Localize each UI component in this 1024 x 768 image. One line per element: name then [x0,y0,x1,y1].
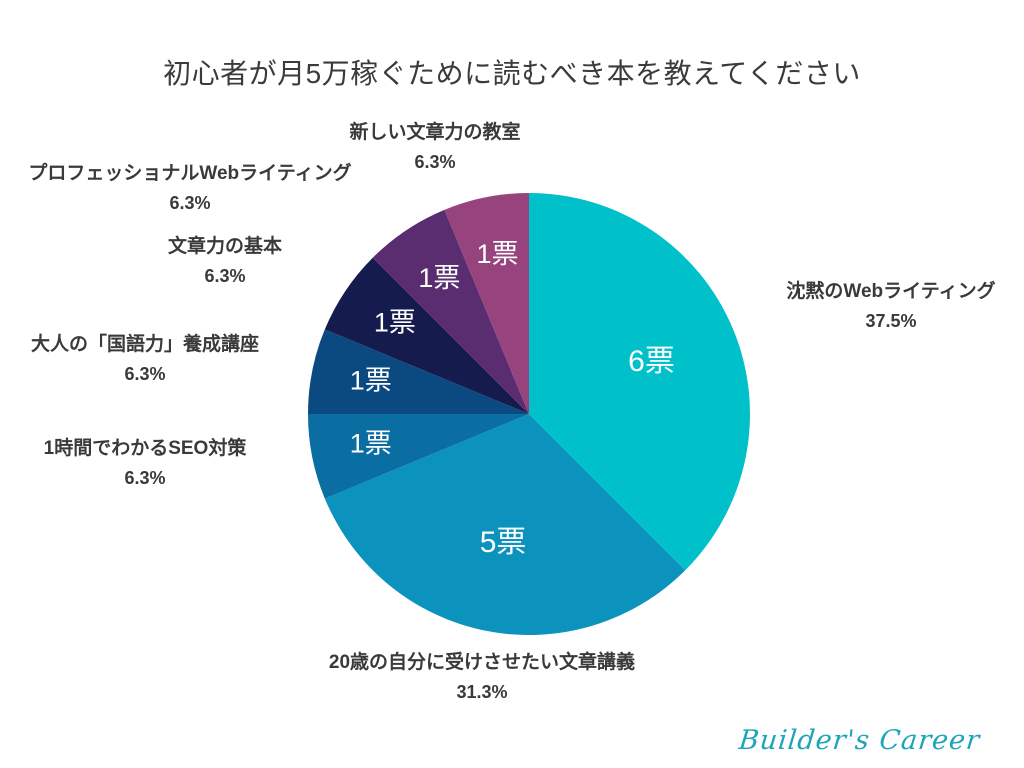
pie-slice-value-label: 6票 [628,345,675,378]
pie-slice-value-label: 5票 [480,526,527,559]
pie-slice[interactable] [444,193,529,414]
pie-slice[interactable] [324,414,686,636]
slice-callout-5: プロフェッショナルWebライティング 6.3% [0,161,400,217]
slice-callout-1: 20歳の自分に受けさせたい文章講義 31.3% [232,650,732,706]
slice-callout-4: 文章力の基本 6.3% [60,234,390,290]
pie-slice[interactable] [308,329,529,414]
pie-slice[interactable] [324,257,529,414]
pie-chart: 6票 5票 1票 1票 1票 1票 1票 [307,192,751,636]
slice-callout-2: 1時間でわかるSEO対策 6.3% [0,436,310,492]
pie-slice-group [308,193,750,636]
pie-slice-value-label: 1票 [418,263,460,293]
pie-slice[interactable] [308,414,529,499]
slice-callout-label: 1時間でわかるSEO対策 [43,438,247,459]
slice-callout-label: プロフェッショナルWebライティング [28,163,352,184]
pie-slice-value-label: 1票 [350,366,392,396]
pie-slice-value-label: 1票 [476,239,518,269]
slice-callout-label: 新しい文章力の教室 [349,122,521,143]
slice-callout-percent: 6.3% [124,467,166,488]
slice-callout-percent: 31.3% [456,681,508,702]
slice-callout-percent: 6.3% [204,265,246,286]
page-title: 初心者が月5万稼ぐために読むべき本を教えてください [163,58,861,89]
slice-callout-percent: 37.5% [865,310,917,331]
slice-callout-label: 沈黙のWebライティング [786,281,996,302]
slice-callout-6: 新しい文章力の教室 6.3% [280,120,590,176]
slice-callout-label: 20歳の自分に受けさせたい文章講義 [328,652,636,673]
brand-watermark: Builder's Career [737,725,982,756]
slice-callout-3: 大人の「国語力」養成講座 6.3% [0,332,310,388]
slice-callout-percent: 6.3% [414,151,456,172]
pie-slice-value-label: 1票 [350,429,392,459]
pie-slice-value-label: 1票 [374,308,416,338]
slice-callout-label: 大人の「国語力」養成講座 [30,334,259,355]
pie-slice[interactable] [372,209,529,414]
slice-callout-percent: 6.3% [124,363,166,384]
slice-callout-percent: 6.3% [169,192,211,213]
slice-callout-label: 文章力の基本 [167,236,282,257]
pie-slice[interactable] [529,193,750,571]
slice-callout-0: 沈黙のWebライティング 37.5% [748,279,1024,335]
